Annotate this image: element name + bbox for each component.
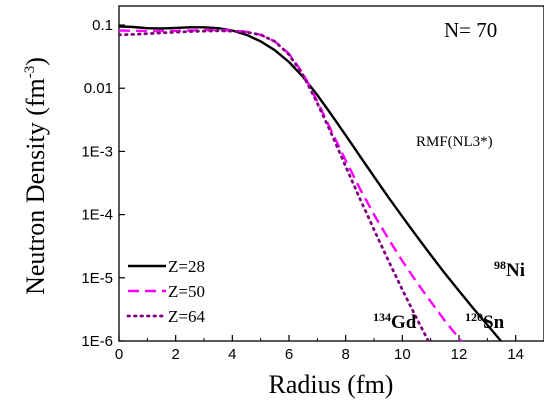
y-axis-title-exponent: -3 xyxy=(22,66,38,79)
y-tick-label: 0.01 xyxy=(84,80,113,97)
series-line-z50 xyxy=(119,28,463,341)
y-tick-label: 1E-6 xyxy=(81,333,113,350)
series-line-z28 xyxy=(119,25,503,341)
y-axis-title: Neutron Density (fm-3) xyxy=(21,57,50,295)
gd-mass-number: 134 xyxy=(373,310,391,324)
x-tick-label: 6 xyxy=(285,346,293,363)
series-layer xyxy=(119,25,503,341)
x-tick-label: 12 xyxy=(451,346,468,363)
x-axis-ticks: 0 2 4 6 8 10 12 14 xyxy=(115,335,524,363)
x-tick-label: 4 xyxy=(228,346,236,363)
neutron-number-label: N= 70 xyxy=(444,18,497,42)
legend: Z=28 Z=50 Z=64 xyxy=(126,257,205,326)
sn-mass-number: 120 xyxy=(465,310,483,324)
legend-label-z50: Z=50 xyxy=(168,282,205,301)
x-tick-label: 14 xyxy=(507,346,524,363)
gd-element-symbol: Gd xyxy=(391,312,417,333)
x-axis-title: Radius (fm) xyxy=(269,370,394,399)
y-tick-label: 1E-4 xyxy=(81,207,113,224)
y-axis-title-close: ) xyxy=(21,57,50,66)
y-axis-title-main: Neutron Density (fm xyxy=(21,78,50,295)
x-tick-label: 2 xyxy=(171,346,179,363)
x-tick-label: 10 xyxy=(394,346,411,363)
y-tick-label: 0.1 xyxy=(92,17,113,34)
plot-frame xyxy=(118,5,544,342)
y-tick-label: 1E-5 xyxy=(81,270,113,287)
gd-isotope-label: 134Gd xyxy=(373,310,417,333)
legend-label-z64: Z=64 xyxy=(168,307,205,326)
x-tick-label: 8 xyxy=(341,346,349,363)
x-tick-label: 0 xyxy=(115,346,123,363)
sn-element-symbol: Sn xyxy=(483,312,505,333)
ni-element-symbol: Ni xyxy=(506,260,525,281)
y-tick-label: 1E-3 xyxy=(81,143,113,160)
sn-isotope-label: 120Sn xyxy=(465,310,505,333)
ni-isotope-label: 98Ni xyxy=(494,258,525,281)
ni-mass-number: 98 xyxy=(494,258,506,272)
legend-label-z28: Z=28 xyxy=(168,257,205,276)
y-axis-ticks: 0.1 0.01 1E-3 1E-4 1E-5 1E-6 xyxy=(81,17,125,350)
series-line-z64 xyxy=(119,29,430,341)
model-label: RMF(NL3*) xyxy=(416,134,493,150)
